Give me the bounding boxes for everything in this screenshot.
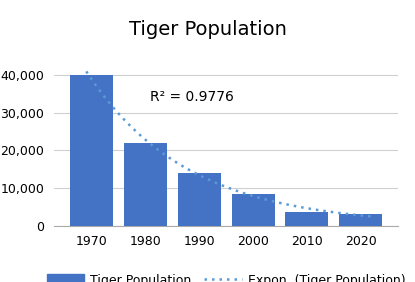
Bar — [232, 194, 275, 226]
Text: R² = 0.9776: R² = 0.9776 — [150, 90, 234, 104]
Text: Tiger Population: Tiger Population — [129, 20, 286, 39]
Bar — [70, 75, 113, 226]
Bar — [178, 173, 221, 226]
Legend: Tiger Population, Expon. (Tiger Population): Tiger Population, Expon. (Tiger Populati… — [42, 269, 410, 282]
Bar — [124, 143, 167, 226]
Bar — [339, 213, 382, 226]
Bar — [286, 212, 328, 226]
